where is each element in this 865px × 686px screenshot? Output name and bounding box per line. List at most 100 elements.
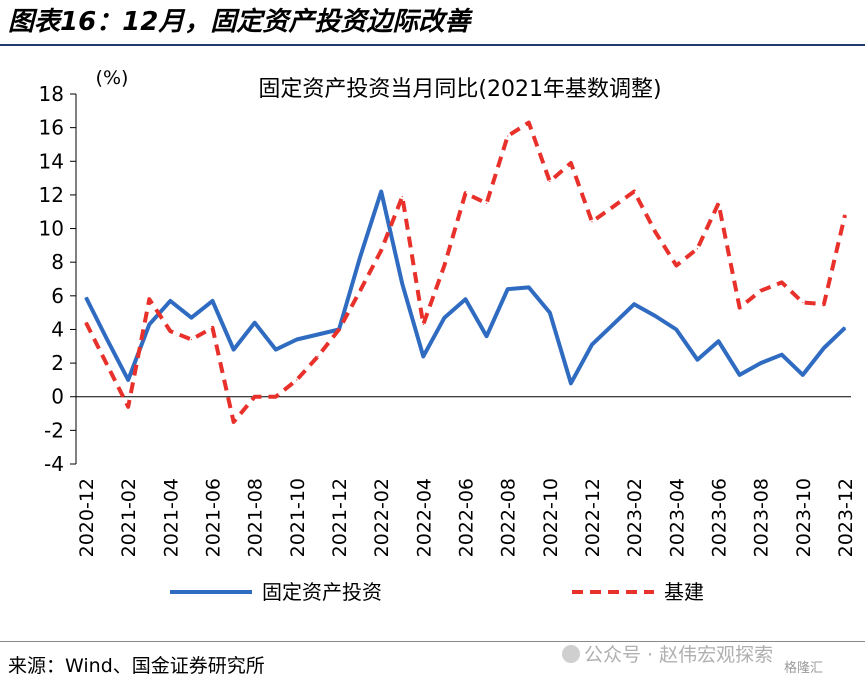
data-point-fai bbox=[717, 340, 720, 342]
data-point-fai bbox=[422, 355, 424, 357]
data-point-infra bbox=[254, 396, 256, 398]
data-point-infra bbox=[675, 264, 677, 267]
y-tick-label: 2 bbox=[51, 351, 64, 375]
x-tick-label: 2022-06 bbox=[456, 478, 478, 557]
x-tick-label: 2021-12 bbox=[329, 478, 351, 557]
data-point-fai bbox=[612, 323, 614, 326]
data-point-infra bbox=[443, 264, 446, 267]
data-point-infra bbox=[507, 135, 509, 137]
data-point-infra bbox=[717, 202, 720, 204]
data-point-fai bbox=[591, 343, 593, 346]
series-line-fai bbox=[84, 189, 847, 386]
y-axis: 18 16 14 12 10 8 6 4 2 0 -2 -4 bbox=[39, 82, 77, 476]
y-tick-label: 14 bbox=[39, 149, 64, 173]
x-tick-label: 2022-08 bbox=[498, 478, 520, 557]
data-point-infra bbox=[359, 290, 361, 292]
data-point-fai bbox=[127, 379, 129, 381]
watermark-text: 公众号 · 赵伟宏观探索 bbox=[584, 644, 774, 666]
y-unit-label: (%) bbox=[96, 67, 129, 89]
data-point-fai bbox=[654, 315, 656, 317]
chart-title: 固定资产投资当月同比(2021年基数调整) bbox=[258, 77, 661, 102]
data-point-fai bbox=[633, 303, 635, 305]
data-point-fai bbox=[211, 300, 214, 302]
data-point-infra bbox=[232, 421, 235, 423]
x-tick-label: 2022-04 bbox=[413, 478, 435, 557]
x-tick-label: 2023-04 bbox=[666, 478, 688, 557]
legend-label-infra: 基建 bbox=[664, 580, 704, 604]
data-point-infra bbox=[654, 231, 656, 233]
data-point-fai bbox=[190, 317, 193, 319]
series-line-infra bbox=[84, 120, 847, 424]
data-point-fai bbox=[296, 338, 298, 341]
data-point-infra bbox=[696, 248, 699, 250]
line-chart: 固定资产投资当月同比(2021年基数调整) (%) 18 16 14 12 10 8 6 4 2… bbox=[39, 67, 857, 604]
data-point-infra bbox=[781, 281, 783, 283]
y-tick-label: 16 bbox=[39, 116, 64, 140]
data-point-infra bbox=[528, 121, 530, 124]
data-point-infra bbox=[464, 192, 467, 194]
data-point-fai bbox=[464, 298, 467, 300]
data-point-infra bbox=[85, 322, 87, 324]
x-tick-label: 2022-02 bbox=[371, 478, 393, 557]
x-tick-label: 2021-06 bbox=[203, 478, 225, 557]
data-point-infra bbox=[190, 338, 193, 341]
x-tick-label: 2022-10 bbox=[540, 478, 562, 557]
data-point-infra bbox=[570, 162, 572, 164]
y-tick-label: 12 bbox=[39, 183, 64, 207]
x-tick-label: 2021-04 bbox=[160, 478, 182, 557]
data-point-fai bbox=[802, 374, 804, 376]
data-point-infra bbox=[127, 406, 129, 408]
data-point-infra bbox=[844, 214, 846, 216]
data-point-fai bbox=[106, 338, 108, 341]
data-point-infra bbox=[802, 301, 804, 304]
x-tick-label: 2023-12 bbox=[835, 478, 857, 557]
data-point-fai bbox=[823, 347, 825, 349]
data-point-fai bbox=[443, 317, 446, 319]
x-axis: 2020-12 2021-02 2021-04 2021-06 2021-08 2021-… bbox=[76, 396, 857, 557]
data-point-fai bbox=[380, 190, 382, 193]
badge: 格隆汇 bbox=[784, 661, 824, 676]
data-point-infra bbox=[275, 396, 277, 398]
data-point-fai bbox=[507, 288, 509, 290]
wechat-icon bbox=[562, 645, 580, 663]
data-point-fai bbox=[528, 286, 530, 289]
data-point-fai bbox=[254, 322, 256, 324]
data-point-fai bbox=[570, 382, 572, 384]
data-point-fai bbox=[85, 296, 87, 299]
data-point-infra bbox=[317, 355, 319, 357]
data-point-infra bbox=[760, 290, 762, 292]
data-point-infra bbox=[211, 327, 214, 329]
y-tick-label: 6 bbox=[51, 284, 64, 308]
data-point-fai bbox=[696, 359, 699, 361]
y-tick-label: 8 bbox=[51, 250, 64, 274]
data-point-fai bbox=[275, 349, 277, 351]
x-tick-label: 2023-06 bbox=[709, 478, 731, 557]
data-point-infra bbox=[106, 364, 108, 366]
data-point-fai bbox=[549, 312, 551, 314]
x-tick-label: 2020-12 bbox=[76, 478, 98, 557]
data-point-fai bbox=[760, 362, 762, 364]
y-tick-label: 10 bbox=[39, 217, 64, 241]
x-tick-label: 2021-08 bbox=[245, 478, 267, 557]
data-point-infra bbox=[401, 195, 403, 198]
data-point-fai bbox=[148, 323, 150, 326]
data-point-fai bbox=[738, 374, 741, 376]
data-point-fai bbox=[844, 327, 846, 329]
data-point-infra bbox=[549, 180, 551, 183]
data-point-infra bbox=[338, 328, 340, 331]
y-tick-label: 18 bbox=[39, 82, 64, 106]
y-tick-label: -2 bbox=[44, 418, 64, 442]
data-point-infra bbox=[591, 221, 593, 223]
figure-title: 图表16：12月，固定资产投资边际改善 bbox=[8, 7, 471, 37]
data-point-infra bbox=[612, 206, 614, 208]
title-rule bbox=[0, 44, 865, 46]
x-tick-label: 2022-12 bbox=[582, 478, 604, 557]
x-tick-label: 2021-02 bbox=[118, 478, 140, 557]
data-point-fai bbox=[317, 333, 319, 336]
series-lines bbox=[84, 120, 847, 424]
data-point-infra bbox=[296, 379, 298, 381]
data-point-fai bbox=[232, 349, 235, 351]
data-point-fai bbox=[359, 256, 361, 258]
x-tick-label: 2023-02 bbox=[624, 478, 646, 557]
data-point-infra bbox=[823, 303, 825, 305]
